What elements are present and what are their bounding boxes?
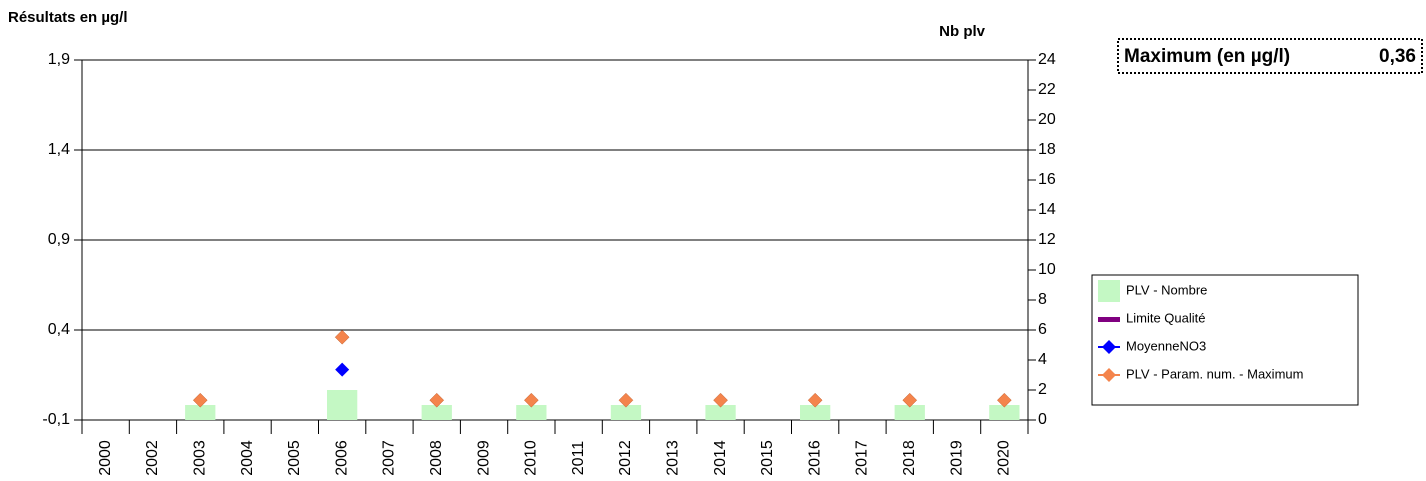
- y-axis-label: Résultats en µg/l: [8, 9, 128, 26]
- marker: [996, 392, 1012, 408]
- y2-axis-label: Nb plv: [939, 23, 985, 40]
- bar: [327, 390, 358, 420]
- summary-value: 0,36: [1379, 46, 1416, 67]
- marker: [334, 329, 350, 345]
- x-tick-label: 2019: [948, 440, 965, 476]
- y2-tick-label: 6: [1038, 321, 1047, 338]
- bar: [421, 405, 452, 420]
- bar: [989, 405, 1020, 420]
- marker: [807, 392, 823, 408]
- marker: [523, 392, 539, 408]
- x-tick-label: 2014: [712, 440, 729, 476]
- x-tick-label: 2013: [664, 440, 681, 476]
- x-tick-label: 2018: [901, 440, 918, 476]
- y2-tick-label: 14: [1038, 201, 1056, 218]
- marker: [192, 392, 208, 408]
- x-tick-label: 2002: [144, 440, 161, 476]
- y2-tick-label: 22: [1038, 81, 1056, 98]
- marker: [902, 392, 918, 408]
- x-tick-label: 2009: [475, 440, 492, 476]
- y2-tick-label: 2: [1038, 381, 1047, 398]
- legend-swatch: [1098, 317, 1120, 322]
- x-tick-label: 2008: [428, 440, 445, 476]
- summary-label: Maximum (en µg/l): [1124, 46, 1290, 67]
- x-tick-label: 2005: [286, 440, 303, 476]
- x-tick-label: 2006: [333, 440, 350, 476]
- legend-label: MoyenneNO3: [1126, 338, 1206, 353]
- x-tick-label: 2017: [854, 440, 871, 476]
- legend: [1091, 274, 1359, 406]
- y2-tick-label: 18: [1038, 141, 1056, 158]
- y2-tick-label: 0: [1038, 411, 1047, 428]
- y-tick-label: 0,4: [48, 321, 70, 338]
- x-tick-label: 2003: [191, 440, 208, 476]
- y2-tick-label: 24: [1038, 51, 1056, 68]
- y-tick-label: 1,4: [48, 141, 70, 158]
- x-tick-label: 2010: [523, 440, 540, 476]
- legend-label: PLV - Param. num. - Maximum: [1126, 366, 1303, 381]
- marker: [335, 362, 350, 377]
- legend-swatch: [1102, 368, 1116, 382]
- x-tick-label: 2000: [97, 440, 114, 476]
- y-tick-label: -0,1: [42, 411, 70, 428]
- bar: [705, 405, 736, 420]
- marker: [429, 392, 445, 408]
- x-tick-label: 2020: [996, 440, 1013, 476]
- legend-swatch: [1098, 280, 1120, 302]
- x-tick-label: 2015: [759, 440, 776, 476]
- bar: [516, 405, 547, 420]
- marker: [618, 392, 634, 408]
- y2-tick-label: 10: [1038, 261, 1056, 278]
- legend-label: PLV - Nombre: [1126, 282, 1207, 297]
- legend-label: Limite Qualité: [1126, 310, 1205, 325]
- marker: [713, 392, 728, 408]
- y-tick-label: 0,9: [48, 231, 70, 248]
- bar: [800, 405, 831, 420]
- legend-swatch: [1102, 340, 1116, 354]
- x-tick-label: 2011: [570, 441, 587, 476]
- x-tick-label: 2016: [806, 440, 823, 476]
- x-tick-label: 2004: [239, 440, 256, 476]
- x-tick-label: 2012: [617, 440, 634, 476]
- bar: [894, 405, 925, 420]
- summary-box: [1117, 38, 1423, 74]
- bar: [185, 405, 216, 420]
- x-tick-label: 2007: [381, 440, 398, 476]
- y2-tick-label: 8: [1038, 291, 1047, 308]
- y2-tick-label: 16: [1038, 171, 1056, 188]
- y-tick-label: 1,9: [48, 51, 70, 68]
- y2-tick-label: 12: [1038, 231, 1056, 248]
- y2-tick-label: 4: [1038, 351, 1047, 368]
- bar: [610, 405, 642, 420]
- y2-tick-label: 20: [1038, 111, 1056, 128]
